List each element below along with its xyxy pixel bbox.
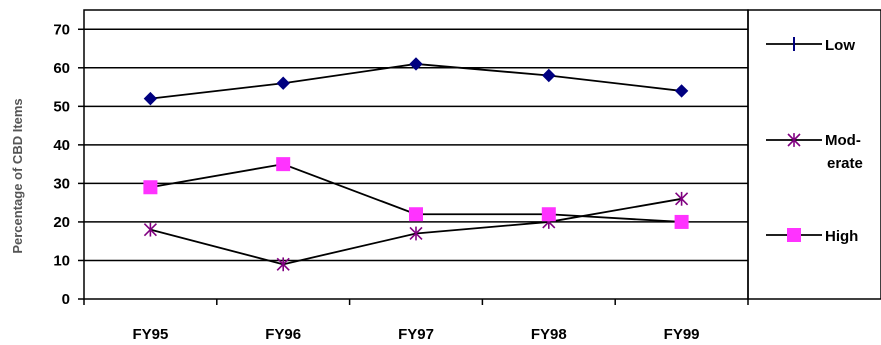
x-tick-label: FY95	[132, 326, 168, 343]
y-tick-label: 40	[53, 137, 70, 154]
series-moderate	[143, 191, 689, 272]
x-tick-label: FY99	[664, 326, 700, 343]
x-axis-ticks: FY95 FY96 FY97 FY98 FY99	[83, 299, 749, 343]
x-tick-label: FY96	[265, 326, 301, 343]
data-point	[675, 191, 689, 206]
y-tick-label: 60	[53, 60, 70, 77]
data-point	[409, 226, 423, 241]
legend-item: Low	[766, 37, 855, 54]
legend-label: erate	[827, 155, 863, 172]
legend-marker	[787, 228, 801, 242]
data-point	[143, 222, 157, 237]
data-point	[409, 207, 423, 222]
plot-area-border	[83, 9, 749, 300]
data-point	[276, 76, 290, 90]
legend-label: High	[825, 228, 858, 245]
y-tick-label: 20	[53, 214, 70, 231]
series-low	[143, 57, 689, 106]
gridlines	[84, 28, 748, 262]
legend-item: Mod-erate	[766, 132, 863, 172]
data-point	[674, 214, 689, 229]
y-axis-ticks: 0 10 20 30 40 50 60 70	[53, 21, 84, 308]
data-point	[276, 257, 290, 272]
y-tick-label: 70	[53, 21, 70, 38]
data-point	[409, 57, 423, 71]
data-point	[541, 207, 556, 222]
y-axis-title: Percentage of CBD Items	[10, 98, 25, 253]
y-tick-label: 30	[53, 175, 70, 192]
data-point	[674, 84, 689, 98]
x-tick-label: FY97	[398, 326, 434, 343]
x-tick-label: FY98	[531, 326, 567, 343]
y-tick-label: 50	[53, 98, 70, 115]
legend-item: High	[766, 228, 858, 245]
series-high	[143, 157, 689, 229]
data-point	[542, 68, 556, 83]
data-point	[143, 180, 158, 195]
y-tick-label: 0	[62, 291, 70, 308]
legend: Low Mod-erate High	[766, 37, 863, 245]
legend-label: Mod-	[825, 132, 861, 149]
series-layer	[143, 57, 689, 272]
data-point	[143, 91, 158, 106]
legend-label: Low	[825, 37, 855, 54]
legend-box	[747, 9, 881, 300]
y-tick-label: 10	[53, 252, 70, 269]
data-point	[276, 157, 291, 172]
legend-marker	[787, 133, 801, 147]
